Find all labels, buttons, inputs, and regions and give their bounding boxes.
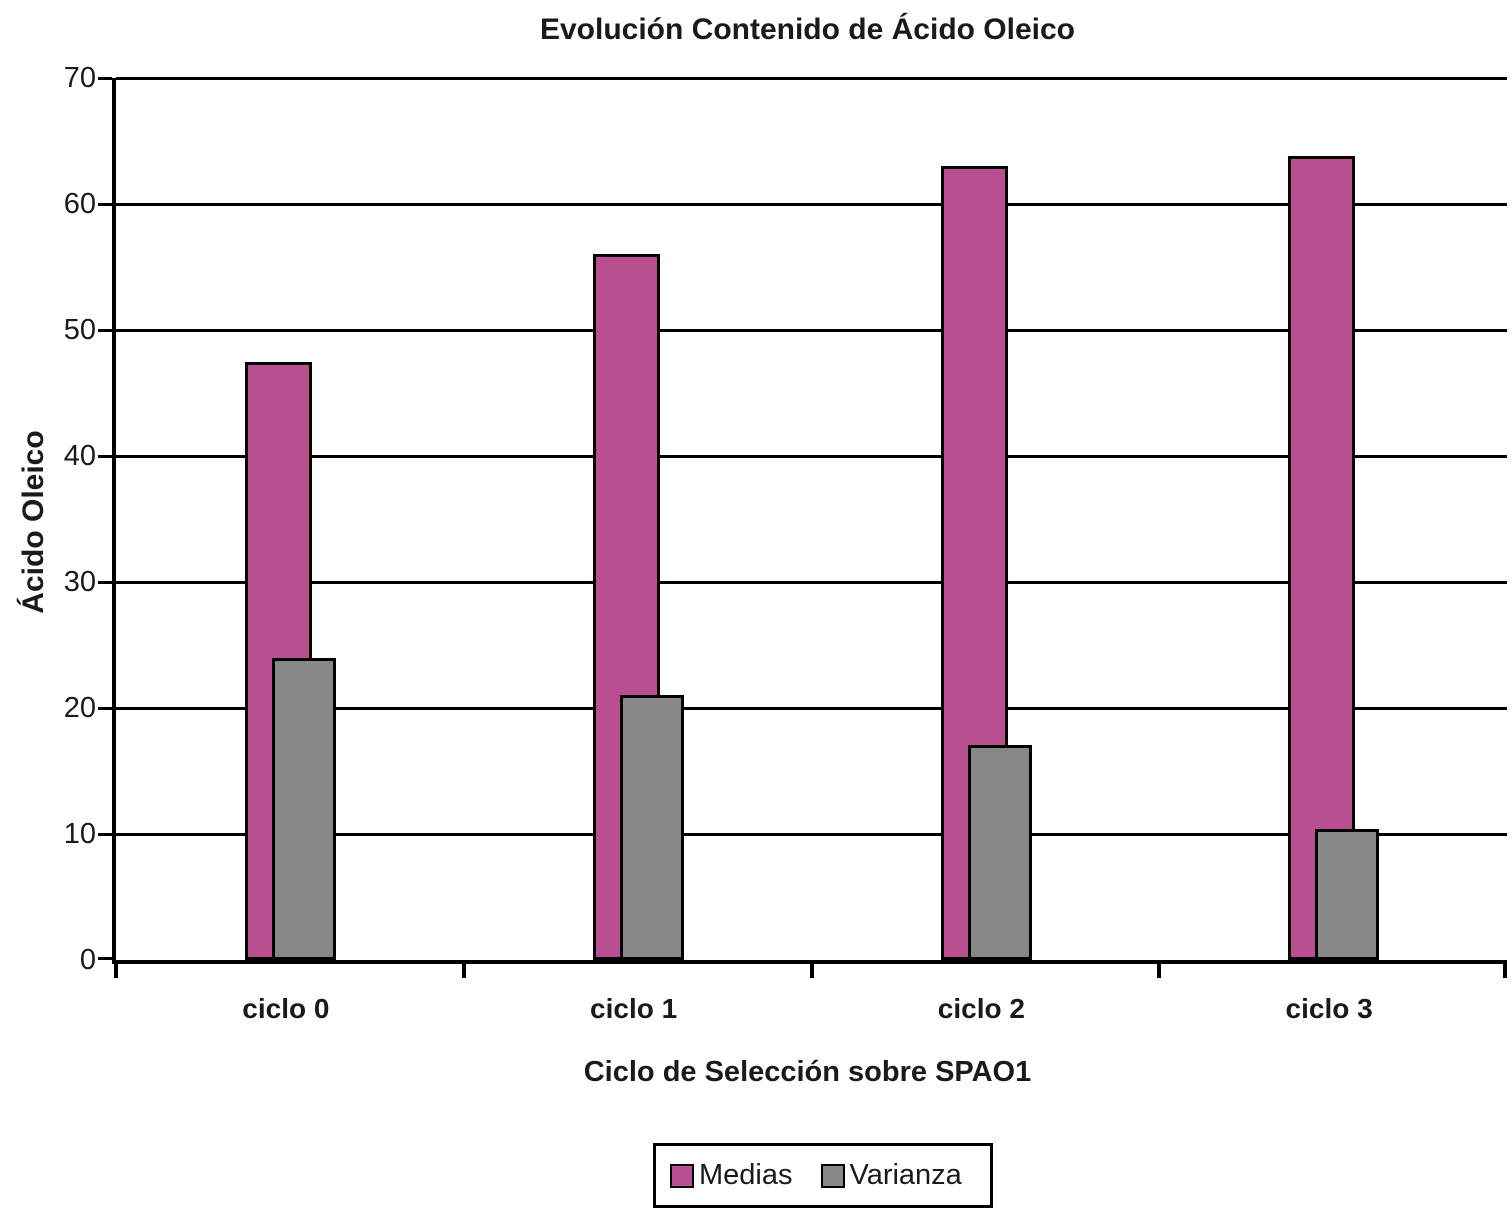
varianza-bar-ciclo-3 [1315, 828, 1380, 960]
x-tick-1 [461, 964, 466, 978]
chart-title: Evolución Contenido de Ácido Oleico [539, 13, 1076, 46]
legend-label-medias: Medias [699, 1159, 793, 1191]
y-tick-70 [98, 76, 112, 80]
x-tick-label-ciclo-0: ciclo 0 [242, 993, 330, 1024]
y-tick-20 [98, 706, 112, 710]
x-tick-label-ciclo-2: ciclo 2 [937, 993, 1025, 1024]
x-tick-label-ciclo-1: ciclo 1 [590, 993, 678, 1024]
y-tick-label-30: 30 [63, 566, 96, 598]
varianza-bar-ciclo-0 [272, 657, 336, 960]
y-tick-label-60: 60 [63, 188, 96, 220]
y-tick-60 [98, 202, 112, 206]
y-tick-label-10: 10 [63, 818, 96, 850]
x-tick-2 [809, 964, 814, 978]
gridline-70 [116, 76, 1507, 80]
y-tick-10 [98, 832, 112, 836]
y-tick-30 [98, 580, 112, 584]
y-tick-label-50: 50 [63, 314, 96, 346]
gridline-40 [116, 454, 1507, 458]
medias-bar-ciclo-3 [1288, 156, 1356, 960]
legend: Medias Varianza [653, 1143, 993, 1208]
x-tick-label-ciclo-3: ciclo 3 [1285, 993, 1373, 1024]
x-tick-0 [114, 964, 118, 978]
legend-label-varianza: Varianza [849, 1159, 962, 1191]
gridline-20 [116, 706, 1507, 710]
y-tick-0 [98, 956, 112, 960]
x-axis-title: Ciclo de Selección sobre SPAO1 [583, 1056, 1032, 1088]
y-tick-label-40: 40 [63, 440, 96, 472]
x-tick-3 [1157, 964, 1162, 978]
y-tick-50 [98, 328, 112, 332]
y-tick-label-0: 0 [79, 944, 96, 976]
y-tick-40 [98, 454, 112, 458]
plot-area [98, 76, 1507, 978]
gridline-60 [116, 202, 1507, 206]
varianza-bar-ciclo-2 [967, 744, 1032, 960]
varianza-swatch-icon [820, 1163, 845, 1188]
y-tick-label-70: 70 [63, 62, 96, 94]
legend-item-medias: Medias [670, 1159, 793, 1192]
gridline-30 [116, 580, 1507, 584]
varianza-bar-ciclo-1 [619, 695, 684, 960]
gridline-50 [116, 328, 1507, 332]
y-tick-label-20: 20 [63, 692, 96, 724]
y-axis-title: Ácido Oleico [17, 430, 50, 614]
gridline-10 [116, 832, 1507, 836]
x-tick-4 [1503, 964, 1507, 978]
legend-item-varianza: Varianza [820, 1159, 962, 1192]
medias-swatch-icon [670, 1163, 694, 1188]
